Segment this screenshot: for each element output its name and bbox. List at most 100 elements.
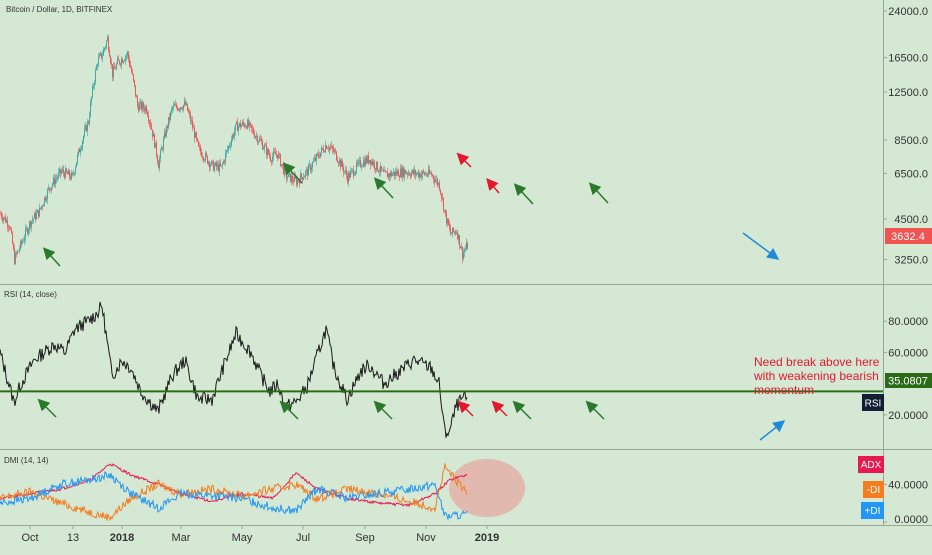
candle (370, 159, 371, 170)
time-axis[interactable]: Oct 13 2018 Mar May Jul Sep Nov 2019 (21, 525, 499, 544)
candle (304, 175, 305, 178)
candle (258, 140, 259, 145)
candle (92, 83, 93, 99)
candle (313, 157, 314, 164)
candle (405, 169, 406, 174)
candle (365, 155, 366, 167)
candle (204, 158, 205, 163)
red-arrow (486, 178, 500, 194)
candle (226, 149, 227, 158)
candle (29, 220, 30, 235)
candle (250, 121, 251, 129)
dmi-scale[interactable]: 40.0000 0.0000 (883, 479, 928, 526)
candle (395, 168, 396, 180)
candle (276, 150, 277, 159)
candle (393, 168, 394, 177)
candle (448, 218, 449, 226)
candle (419, 170, 420, 182)
time-tick-label: 2018 (110, 532, 134, 544)
candle (259, 136, 260, 143)
candle (211, 159, 212, 166)
candle (254, 129, 255, 139)
candle (152, 129, 153, 141)
rsi-scale[interactable]: 80.0000 60.0000 20.0000 (883, 316, 928, 422)
candle (400, 164, 401, 178)
candle (265, 143, 266, 147)
price-scale[interactable]: 24000.0 16500.0 12500.0 8500.0 6500.0 4500.0 3… (883, 6, 928, 266)
candle (171, 106, 172, 117)
candle (77, 152, 78, 166)
candle (144, 104, 145, 114)
candle (236, 120, 237, 125)
candle (161, 144, 162, 151)
candle (325, 140, 326, 154)
candle (26, 225, 27, 232)
candle (199, 142, 200, 151)
candle (54, 173, 55, 188)
candle (150, 118, 151, 130)
candle (44, 197, 45, 207)
candle (16, 251, 17, 258)
candle (338, 161, 339, 168)
candle (95, 67, 96, 85)
time-tick-label: Nov (416, 532, 436, 544)
candle (408, 169, 409, 177)
candle (272, 152, 273, 165)
candle (261, 136, 262, 145)
candle (439, 179, 440, 192)
candle (33, 217, 34, 224)
green-arrow (42, 247, 61, 267)
candle (321, 144, 322, 157)
candle (346, 166, 347, 180)
candle (173, 101, 174, 112)
candle (121, 56, 122, 70)
candle (326, 144, 327, 150)
candle (267, 147, 268, 159)
price-tick-label: 24000.0 (888, 6, 928, 18)
candle (390, 169, 391, 181)
candle (125, 55, 126, 65)
candle (96, 63, 97, 71)
candle (422, 170, 423, 180)
candle (456, 230, 457, 235)
candle (13, 242, 14, 251)
candle (168, 117, 169, 130)
candle (442, 192, 443, 201)
rsi-value-badge (885, 373, 932, 388)
candle (38, 210, 39, 220)
candle (340, 158, 341, 171)
candle (452, 227, 453, 238)
candle (310, 163, 311, 173)
candle (201, 148, 202, 158)
candle (36, 208, 37, 221)
candle (344, 170, 345, 175)
candle (135, 85, 136, 98)
candle (176, 102, 177, 110)
candle (437, 177, 438, 188)
candle (82, 139, 83, 152)
time-tick-label: 2019 (475, 532, 499, 544)
candle (444, 209, 445, 213)
candle (22, 239, 23, 245)
candle (114, 62, 115, 69)
candle (134, 79, 135, 88)
rsi-tick-label: 80.0000 (888, 316, 928, 328)
candle (42, 204, 43, 211)
candle (256, 131, 257, 142)
candle (141, 100, 142, 112)
candle (409, 171, 410, 177)
candle (111, 58, 112, 69)
candle (403, 165, 404, 179)
candle (273, 147, 274, 162)
candle (351, 168, 352, 175)
candle (43, 203, 44, 207)
candle (145, 105, 146, 114)
candle (35, 209, 36, 223)
candle (6, 217, 7, 224)
candle (72, 171, 73, 176)
candle (172, 105, 173, 114)
candle (18, 250, 19, 252)
candle (431, 170, 432, 177)
candle (447, 217, 448, 227)
